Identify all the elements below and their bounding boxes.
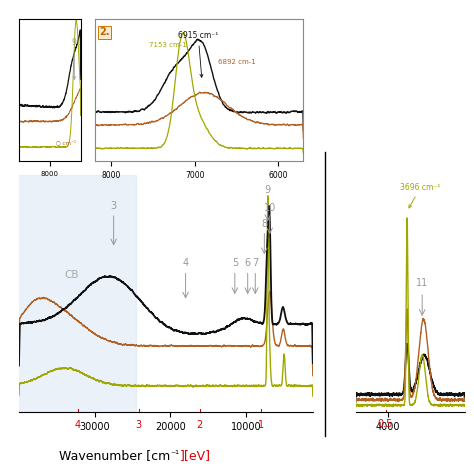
Text: 5: 5 <box>232 258 238 268</box>
Text: 3696 cm⁻¹: 3696 cm⁻¹ <box>401 183 441 208</box>
Text: ○ cm⁻¹: ○ cm⁻¹ <box>56 139 76 145</box>
Text: 1: 1 <box>258 420 264 430</box>
Text: 6892 cm-1: 6892 cm-1 <box>218 59 255 65</box>
Bar <box>18 175 137 412</box>
Text: ⁻¹: ⁻¹ <box>171 450 180 460</box>
Text: 7153 cm-1: 7153 cm-1 <box>149 42 187 48</box>
Text: 3: 3 <box>110 201 117 211</box>
Text: 9: 9 <box>72 38 77 79</box>
Text: 10: 10 <box>264 203 276 213</box>
Text: 8: 8 <box>261 219 267 228</box>
Text: 4: 4 <box>74 420 81 430</box>
Text: 2.: 2. <box>99 27 109 37</box>
Text: Wavenumber [cm: Wavenumber [cm <box>59 448 171 462</box>
Text: 0.5: 0.5 <box>378 419 393 428</box>
Text: 4: 4 <box>182 258 189 268</box>
Text: 6: 6 <box>245 258 251 268</box>
Text: 9: 9 <box>264 185 271 195</box>
Text: 2: 2 <box>197 420 203 430</box>
Text: 6915 cm⁻¹: 6915 cm⁻¹ <box>178 31 219 77</box>
Text: 7: 7 <box>252 258 258 268</box>
Text: CB: CB <box>65 270 79 280</box>
Text: 3: 3 <box>136 420 142 430</box>
Text: 11: 11 <box>416 279 428 289</box>
Text: ][eV]: ][eV] <box>180 448 211 462</box>
